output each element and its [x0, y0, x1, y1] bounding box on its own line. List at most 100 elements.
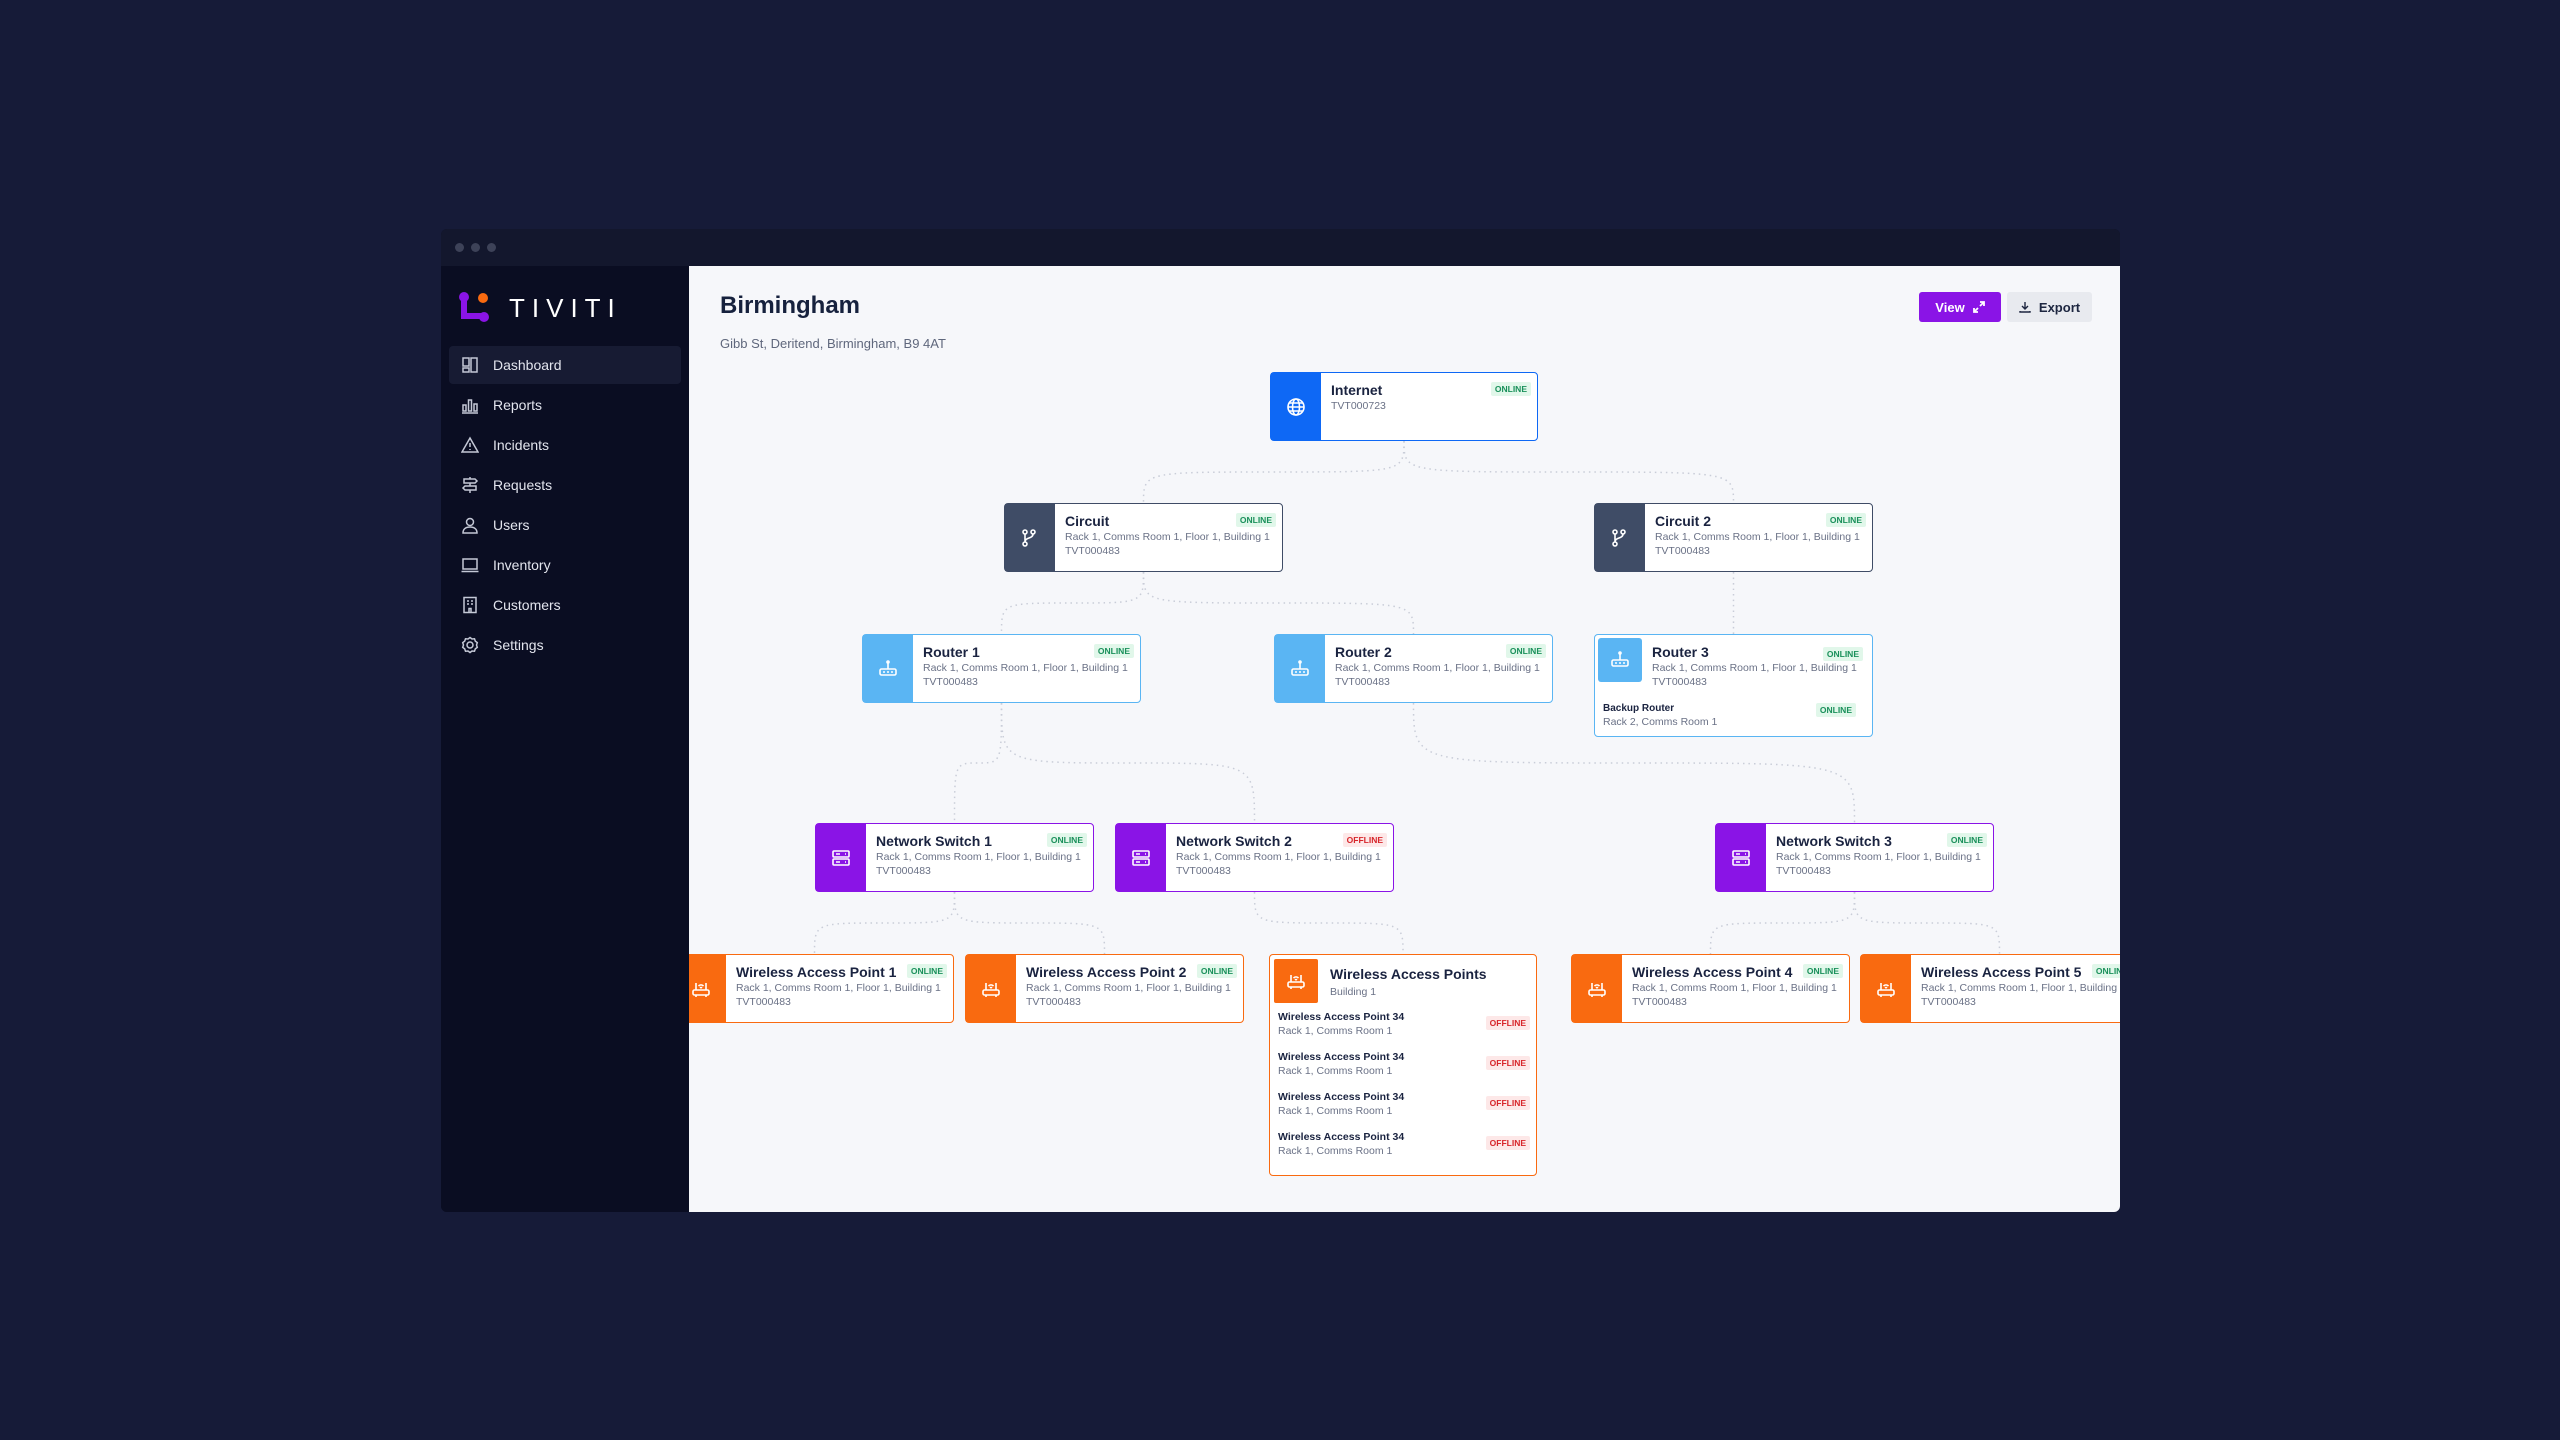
device-node-ns2[interactable]: Network Switch 2 Rack 1, Comms Room 1, Fl… — [1115, 823, 1394, 892]
download-icon — [2019, 302, 2031, 313]
dashboard-icon — [462, 357, 478, 373]
sidebar-item-label: Inventory — [493, 557, 551, 573]
view-button[interactable]: View — [1919, 292, 2001, 322]
export-button[interactable]: Export — [2007, 292, 2092, 322]
wifi-router-icon — [966, 955, 1016, 1022]
status-badge: ONLINE — [1802, 964, 1843, 978]
node-id: TVT000483 — [1652, 676, 1707, 688]
logo[interactable]: TIVITI — [457, 290, 622, 326]
title-bar — [441, 229, 2120, 266]
gear-icon — [461, 636, 479, 654]
sidebar-item-label: Users — [493, 517, 530, 533]
branch-icon — [1005, 504, 1055, 571]
node-title: Internet — [1331, 382, 1383, 398]
user-icon — [462, 517, 478, 534]
device-location: Rack 1, Comms Room 1 — [1278, 1105, 1393, 1117]
sidebar-item-users[interactable]: Users — [449, 506, 681, 544]
node-id: TVT000483 — [1176, 865, 1231, 877]
node-id: TVT000483 — [1065, 545, 1120, 557]
device-node-router3[interactable]: Router 3 Rack 1, Comms Room 1, Floor 1, B… — [1594, 634, 1873, 737]
connection-line — [1142, 571, 1415, 635]
device-node-wap2[interactable]: Wireless Access Point 2 Rack 1, Comms Roo… — [965, 954, 1244, 1023]
sidebar-item-reports[interactable]: Reports — [449, 386, 681, 424]
node-title: Network Switch 2 — [1176, 833, 1292, 849]
app-window: TIVITI Dashboard Reports Incidents Requests… — [441, 229, 2120, 1212]
sub-device[interactable]: Backup Router Rack 2, Comms Room 1 ONLINE — [1595, 701, 1872, 735]
sidebar-item-requests[interactable]: Requests — [449, 466, 681, 504]
building-icon — [463, 596, 477, 614]
wifi-router-icon — [1861, 955, 1911, 1022]
site-address: Gibb St, Deritend, Birmingham, B9 4AT — [720, 336, 946, 351]
device-node-ns3[interactable]: Network Switch 3 Rack 1, Comms Room 1, Fl… — [1715, 823, 1994, 892]
device-node-router1[interactable]: Router 1 Rack 1, Comms Room 1, Floor 1, B… — [862, 634, 1141, 703]
connection-line — [1412, 702, 1856, 824]
node-title: Wireless Access Points — [1330, 966, 1487, 982]
connection-line — [1142, 440, 1405, 504]
node-title: Wireless Access Point 2 — [1026, 964, 1187, 980]
warning-icon — [461, 436, 479, 453]
device-location: Rack 1, Comms Room 1 — [1278, 1025, 1393, 1037]
node-location: Rack 1, Comms Room 1, Floor 1, Building … — [876, 851, 1081, 863]
server-icon — [816, 824, 866, 891]
node-location: Rack 1, Comms Room 1, Floor 1, Building … — [1655, 531, 1860, 543]
sidebar-item-incidents[interactable]: Incidents — [449, 426, 681, 464]
status-badge: ONLINE — [1815, 703, 1856, 717]
node-title: Router 3 — [1652, 644, 1709, 660]
status-badge: OFFLINE — [1485, 1136, 1530, 1150]
export-label: Export — [2038, 299, 2081, 315]
node-location: Rack 1, Comms Room 1, Floor 1, Building … — [1176, 851, 1381, 863]
list-item[interactable]: Wireless Access Point 34 Rack 1, Comms Ro… — [1270, 1007, 1536, 1047]
status-badge: ONLINE — [1093, 644, 1134, 658]
router-icon — [863, 635, 913, 702]
node-title: Circuit 2 — [1655, 513, 1712, 529]
window-maximize-button[interactable] — [487, 243, 496, 252]
list-item[interactable]: Wireless Access Point 34 Rack 1, Comms Ro… — [1270, 1087, 1536, 1127]
window-minimize-button[interactable] — [471, 243, 480, 252]
sidebar-item-customers[interactable]: Customers — [449, 586, 681, 624]
window-close-button[interactable] — [455, 243, 464, 252]
connection-line — [1709, 891, 1856, 955]
device-group-waps[interactable]: Wireless Access Points Building 1 Wireless… — [1269, 954, 1537, 1176]
node-location: Rack 1, Comms Room 1, Floor 1, Building … — [1065, 531, 1270, 543]
status-badge: ONLINE — [1046, 833, 1087, 847]
node-title: Network Switch 3 — [1776, 833, 1892, 849]
node-title: Wireless Access Point 5 — [1921, 964, 2082, 980]
device-node-circuit[interactable]: Circuit Rack 1, Comms Room 1, Floor 1, Bu… — [1004, 503, 1283, 572]
list-item[interactable]: Wireless Access Point 34 Rack 1, Comms Ro… — [1270, 1127, 1536, 1167]
server-icon — [1116, 824, 1166, 891]
status-badge: ONLINE — [1505, 644, 1546, 658]
topology-connections — [813, 440, 2001, 955]
sidebar-item-label: Incidents — [493, 437, 550, 453]
device-node-ns1[interactable]: Network Switch 1 Rack 1, Comms Room 1, Fl… — [815, 823, 1094, 892]
wifi-router-icon — [1572, 955, 1622, 1022]
connection-line — [1000, 702, 1256, 824]
node-title: Circuit — [1065, 513, 1110, 529]
node-location: Rack 1, Comms Room 1, Floor 1, Building … — [1026, 982, 1231, 994]
sidebar-item-settings[interactable]: Settings — [449, 626, 681, 664]
node-id: TVT000483 — [1921, 996, 1976, 1008]
node-title: Wireless Access Point 1 — [736, 964, 897, 980]
node-location: Rack 1, Comms Room 1, Floor 1, Building … — [1652, 662, 1857, 674]
sidebar-item-dashboard[interactable]: Dashboard — [449, 346, 681, 384]
status-badge: OFFLINE — [1485, 1096, 1530, 1110]
router-icon — [1598, 638, 1642, 682]
server-icon — [1716, 824, 1766, 891]
node-location: Rack 1, Comms Room 1, Floor 1, Building … — [736, 982, 941, 994]
device-node-wap1[interactable]: Wireless Access Point 1 Rack 1, Comms Roo… — [689, 954, 954, 1023]
device-node-wap5[interactable]: Wireless Access Point 5 Rack 1, Comms Roo… — [1860, 954, 2120, 1023]
device-node-internet[interactable]: Internet TVT000723 ONLINE — [1270, 372, 1538, 441]
list-item[interactable]: Wireless Access Point 34 Rack 1, Comms Ro… — [1270, 1047, 1536, 1087]
node-id: TVT000483 — [1655, 545, 1710, 557]
device-node-wap4[interactable]: Wireless Access Point 4 Rack 1, Comms Roo… — [1571, 954, 1850, 1023]
node-location: Rack 1, Comms Room 1, Floor 1, Building … — [1776, 851, 1981, 863]
device-node-router2[interactable]: Router 2 Rack 1, Comms Room 1, Floor 1, B… — [1274, 634, 1553, 703]
status-badge: ONLINE — [1946, 833, 1987, 847]
sidebar: TIVITI Dashboard Reports Incidents Requests… — [441, 266, 689, 1212]
device-location: Rack 1, Comms Room 1 — [1278, 1145, 1393, 1157]
sidebar-item-inventory[interactable]: Inventory — [449, 546, 681, 584]
status-badge: ONLINE — [1825, 513, 1866, 527]
connection-line — [1403, 440, 1735, 504]
main-content: Birmingham Gibb St, Deritend, Birmingham… — [689, 266, 2120, 1212]
device-node-circuit2[interactable]: Circuit 2 Rack 1, Comms Room 1, Floor 1, … — [1594, 503, 1873, 572]
node-id: TVT000483 — [736, 996, 791, 1008]
